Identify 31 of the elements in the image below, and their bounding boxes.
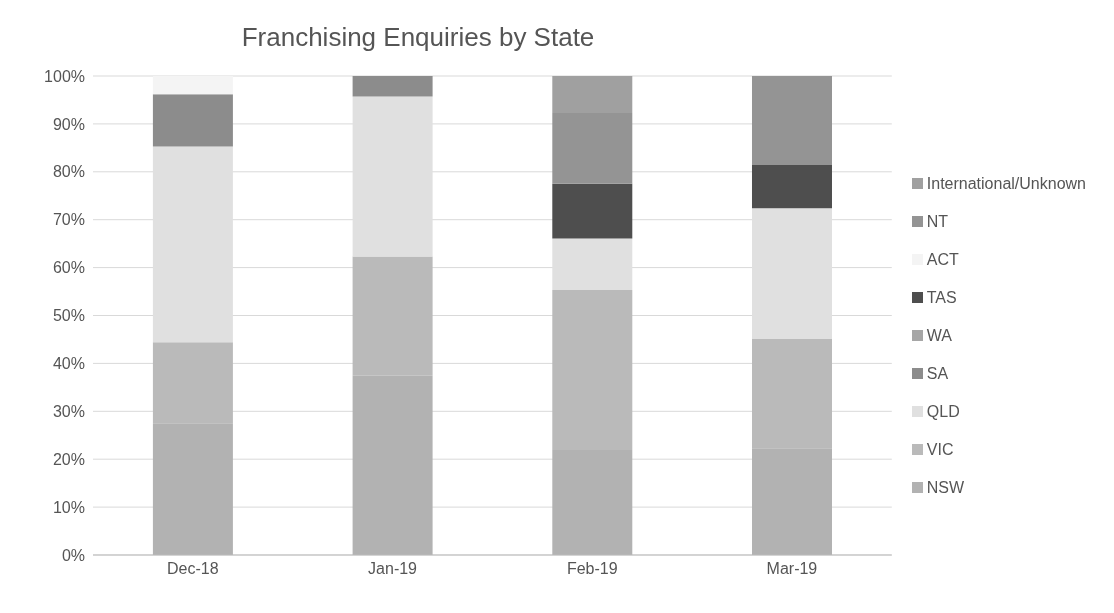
y-tick-label: 100% <box>44 67 85 85</box>
legend-label: NSW <box>926 478 965 497</box>
legend-label: VIC <box>926 440 954 459</box>
y-tick-label: 70% <box>52 211 85 229</box>
legend-label: ACT <box>926 250 959 269</box>
bar <box>152 76 233 95</box>
y-tick-label: 30% <box>52 402 85 420</box>
x-tick-label: Dec-18 <box>167 560 219 578</box>
bar <box>751 76 832 166</box>
y-tick-label: 90% <box>52 115 85 133</box>
bar <box>751 165 832 209</box>
legend-label: International/Unknown <box>926 174 1086 193</box>
bar <box>352 76 433 97</box>
y-tick-label: 10% <box>52 498 85 516</box>
legend-label: NT <box>926 212 949 231</box>
y-tick-label: 0% <box>61 546 85 564</box>
x-tick-label: Feb-19 <box>566 560 618 578</box>
y-tick-label: 20% <box>52 450 85 468</box>
bar <box>552 183 633 239</box>
legend-label: TAS <box>926 288 957 307</box>
legend-label: QLD <box>926 402 960 421</box>
x-tick-label: Mar-19 <box>766 560 818 578</box>
legend-label: WA <box>926 326 952 345</box>
legend-label: SA <box>926 364 949 383</box>
chart-title: Franchising Enquiries by State <box>240 21 596 54</box>
bar <box>152 94 233 147</box>
y-tick-label: 40% <box>52 355 85 373</box>
y-tick-label: 60% <box>52 259 85 277</box>
x-tick-label: Jan-19 <box>368 560 418 578</box>
y-tick-label: 80% <box>52 163 85 181</box>
y-tick-label: 50% <box>52 307 85 325</box>
